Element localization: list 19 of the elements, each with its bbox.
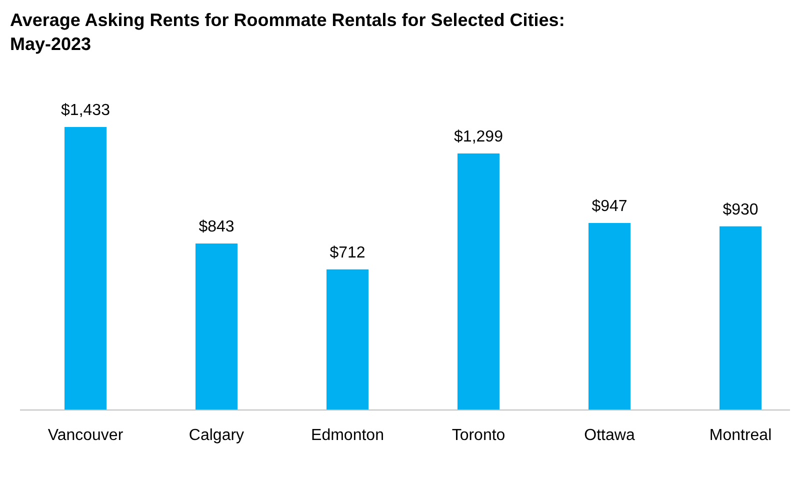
data-label: $712	[330, 244, 366, 262]
bar	[64, 127, 106, 410]
x-tick-label: Edmonton	[311, 427, 384, 444]
data-label: $843	[198, 218, 234, 236]
data-label: $1,433	[61, 102, 110, 119]
data-label: $930	[722, 201, 758, 218]
bar	[720, 226, 762, 410]
x-tick-label: Toronto	[452, 427, 506, 444]
x-tick-label: Montreal	[709, 427, 772, 444]
bar	[326, 269, 368, 410]
data-label: $947	[592, 198, 628, 215]
bar	[196, 244, 238, 410]
x-tick-label: Ottawa	[584, 427, 635, 444]
bar	[458, 153, 500, 410]
x-tick-label: Calgary	[188, 427, 244, 444]
bar	[588, 222, 630, 410]
chart-title: Average Asking Rents for Roommate Rentals for Selected Cities: May-2023	[10, 10, 565, 54]
x-tick-label: Vancouver	[48, 427, 124, 444]
data-label: $1,299	[454, 128, 504, 146]
